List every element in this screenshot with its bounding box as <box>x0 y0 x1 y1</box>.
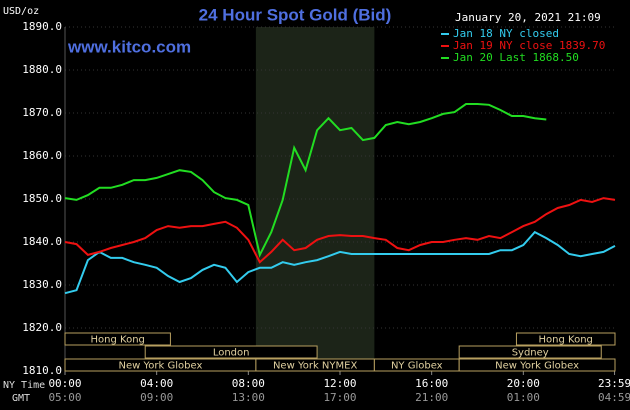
session-box <box>458 345 602 359</box>
x-tick-label: 08:00 <box>232 377 265 390</box>
chart-title: 24 Hour Spot Gold (Bid) <box>199 5 392 24</box>
x-tick-label: 12:00 <box>323 377 356 390</box>
legend-label: Jan 20 Last 1868.50 <box>453 51 579 64</box>
y-tick-label: 1890.0 <box>22 20 62 33</box>
x-tick-label: 23:59 <box>598 377 630 390</box>
session-label: Sydney <box>512 348 549 359</box>
legend-label: Jan 18 NY closed <box>453 27 559 40</box>
y-tick-label: 1850.0 <box>22 192 62 205</box>
timestamp: January 20, 2021 21:09 <box>455 11 601 24</box>
x2-tick-label: 09:00 <box>140 391 173 404</box>
session-label: New York NYMEX <box>273 361 358 372</box>
series-line <box>64 230 616 295</box>
x-tick-label: 20:00 <box>507 377 540 390</box>
x-tick-label: 04:00 <box>140 377 173 390</box>
x2-tick-label: 17:00 <box>323 391 356 404</box>
y-tick-label: 1810.0 <box>22 364 62 377</box>
series-line <box>64 103 547 258</box>
y-tick-label: 1840.0 <box>22 235 62 248</box>
session-label: New York Globex <box>495 361 579 372</box>
session-box <box>515 332 616 346</box>
site-name: www.kitco.com <box>67 37 191 56</box>
session-label: Hong Kong <box>539 335 593 346</box>
session-label: Hong Kong <box>91 335 145 346</box>
y-tick-label: 1820.0 <box>22 321 62 334</box>
y-tick-label: 1830.0 <box>22 278 62 291</box>
legend-label: Jan 19 NY close 1839.70 <box>453 39 605 52</box>
y-axis-label: USD/oz <box>3 6 39 17</box>
session-box <box>64 332 171 346</box>
x2-tick-label: 01:00 <box>507 391 540 404</box>
session-label: London <box>213 348 250 359</box>
x2-axis-label: GMT <box>12 393 30 404</box>
x-tick-label: 00:00 <box>48 377 81 390</box>
y-tick-label: 1870.0 <box>22 106 62 119</box>
x-axis-label: NY Time <box>3 380 45 391</box>
x2-tick-label: 13:00 <box>232 391 265 404</box>
shaded-band <box>255 27 375 371</box>
x-tick-label: 16:00 <box>415 377 448 390</box>
x2-tick-label: 05:00 <box>48 391 81 404</box>
session-label: NY Globex <box>391 361 443 372</box>
session-box <box>458 358 616 372</box>
x2-tick-label: 04:59 <box>598 391 630 404</box>
y-tick-label: 1860.0 <box>22 149 62 162</box>
session-label: New York Globex <box>119 361 203 372</box>
series-line <box>64 197 616 264</box>
session-box <box>144 345 318 359</box>
y-tick-label: 1880.0 <box>22 63 62 76</box>
x2-tick-label: 21:00 <box>415 391 448 404</box>
